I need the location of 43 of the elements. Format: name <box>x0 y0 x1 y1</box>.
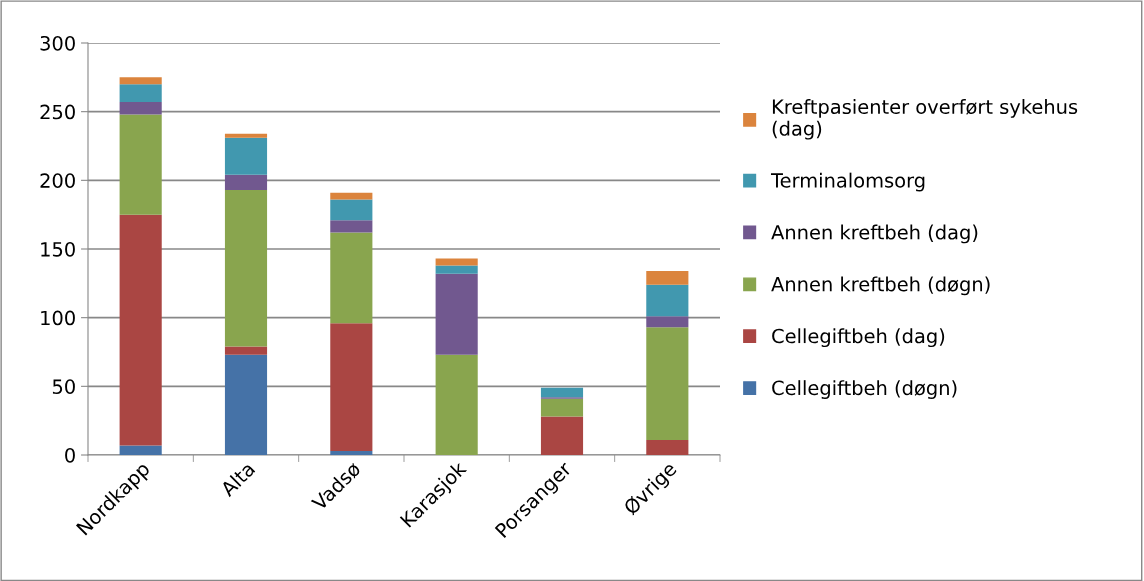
bar <box>119 77 162 85</box>
bar <box>435 265 478 274</box>
legend-label: Cellegiftbeh (dag) <box>772 328 945 348</box>
bar <box>330 192 373 200</box>
bar <box>224 133 268 138</box>
bar <box>435 273 478 355</box>
y-tick-label: 150 <box>41 241 75 257</box>
legend-label: Terminalomsorg <box>770 172 925 192</box>
legend-label: Annen kreftbeh (dag) <box>771 224 978 244</box>
bar <box>330 232 373 324</box>
bar <box>330 323 373 451</box>
legend-label: Kreftpasienter overført sykehus (dag) <box>772 99 1078 140</box>
y-tick-label: 0 <box>65 447 75 463</box>
y-tick-label: 200 <box>40 173 75 188</box>
bar <box>540 387 584 398</box>
legend-label: Cellegiftbeh (døgn) <box>772 380 957 399</box>
x-tick-label: Alta <box>219 461 256 498</box>
bar <box>224 354 268 455</box>
bar <box>119 445 162 455</box>
bar <box>119 214 162 446</box>
bar <box>646 270 689 285</box>
bar <box>435 354 478 455</box>
bar <box>330 199 373 221</box>
bar <box>330 220 373 233</box>
y-tick-label: 50 <box>52 379 75 394</box>
bar <box>646 439 689 455</box>
bar <box>224 174 268 190</box>
bar <box>119 102 162 115</box>
y-tick-label: 100 <box>41 310 75 326</box>
bar <box>224 189 268 347</box>
bar <box>646 316 689 328</box>
bar <box>540 416 584 455</box>
bar <box>646 284 689 317</box>
bar <box>119 114 162 215</box>
y-tick-label: 250 <box>40 104 75 120</box>
bar <box>646 327 689 440</box>
bar <box>224 137 268 175</box>
y-tick-label: 300 <box>40 35 75 51</box>
bar <box>224 346 268 355</box>
legend-label: Annen kreftbeh (døgn) <box>771 276 990 296</box>
bar <box>540 398 584 417</box>
bar <box>119 84 162 103</box>
bar <box>330 450 373 455</box>
